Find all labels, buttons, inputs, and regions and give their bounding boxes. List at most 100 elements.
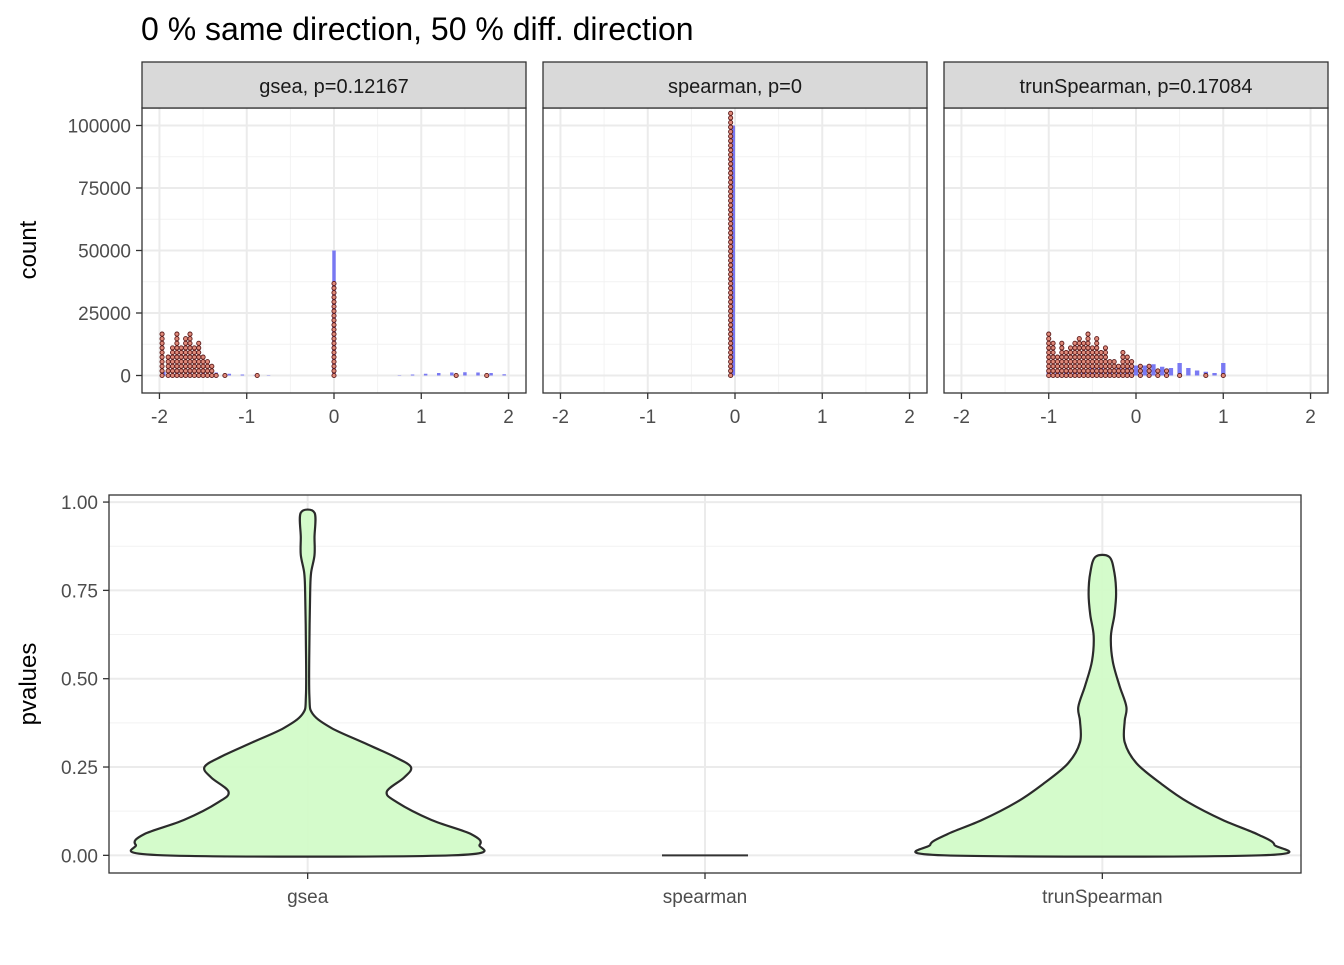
dot <box>1051 355 1055 359</box>
dot <box>729 212 733 216</box>
dot <box>729 355 733 359</box>
dot <box>1073 364 1077 368</box>
dot-column <box>1147 364 1151 377</box>
dot <box>729 199 733 203</box>
x-tick-label: -2 <box>953 407 970 428</box>
dot <box>160 364 164 368</box>
dot <box>184 369 188 373</box>
dot <box>1047 369 1051 373</box>
dot <box>1086 346 1090 350</box>
histogram-bar <box>1212 373 1216 376</box>
dot <box>729 185 733 189</box>
dot-column <box>223 373 227 377</box>
dot <box>188 360 192 364</box>
dot <box>1077 346 1081 350</box>
dot <box>729 263 733 267</box>
dot <box>179 350 183 354</box>
dot <box>201 355 205 359</box>
dot <box>729 235 733 239</box>
y-tick-label: 0.25 <box>61 758 98 779</box>
hist-y-axis-title: count <box>15 220 42 279</box>
dot <box>170 350 174 354</box>
dot <box>1090 360 1094 364</box>
dot <box>1121 369 1125 373</box>
dot <box>1099 369 1103 373</box>
dot <box>729 332 733 336</box>
dot <box>1047 332 1051 336</box>
dot <box>1077 373 1081 377</box>
y-tick-label: 0 <box>120 367 131 388</box>
dot <box>197 360 201 364</box>
dot <box>1108 373 1112 377</box>
dot <box>192 360 196 364</box>
dot <box>1095 350 1099 354</box>
dot <box>184 337 188 341</box>
dot <box>160 369 164 373</box>
dot <box>1060 346 1064 350</box>
dot <box>1082 346 1086 350</box>
dot <box>1073 346 1077 350</box>
dot <box>332 281 336 285</box>
dot <box>1164 369 1168 373</box>
dot <box>729 318 733 322</box>
dot <box>1108 364 1112 368</box>
x-tick-label: 2 <box>503 407 514 428</box>
dot <box>729 249 733 253</box>
dot <box>1178 373 1182 377</box>
dot <box>332 373 336 377</box>
dot <box>1125 369 1129 373</box>
histogram-bar <box>411 375 414 376</box>
dot <box>332 364 336 368</box>
dot <box>166 369 170 373</box>
dot <box>197 355 201 359</box>
dot <box>1130 373 1134 377</box>
dot <box>332 350 336 354</box>
y-tick-label: 0.75 <box>61 581 98 602</box>
dot <box>1090 355 1094 359</box>
dot <box>175 337 179 341</box>
dot <box>1103 355 1107 359</box>
dot <box>1099 355 1103 359</box>
dot <box>1068 369 1072 373</box>
dot <box>729 245 733 249</box>
dot <box>205 373 209 377</box>
dot-column <box>1221 373 1225 377</box>
dot <box>729 327 733 331</box>
dot <box>1047 350 1051 354</box>
x-tick-label: -2 <box>151 407 168 428</box>
dot <box>1073 341 1077 345</box>
dot-column <box>1138 364 1142 377</box>
dot <box>1138 369 1142 373</box>
dot <box>729 337 733 341</box>
y-tick-label: 25000 <box>78 304 131 325</box>
dot <box>729 323 733 327</box>
histogram-bar <box>476 373 479 376</box>
dot <box>1103 364 1107 368</box>
dot <box>188 337 192 341</box>
dot <box>1073 350 1077 354</box>
dot <box>179 373 183 377</box>
dot <box>1108 369 1112 373</box>
dot <box>197 373 201 377</box>
dot <box>192 346 196 350</box>
dot <box>160 346 164 350</box>
dot-column <box>184 337 188 378</box>
dot <box>729 364 733 368</box>
dot <box>332 300 336 304</box>
dot <box>1077 360 1081 364</box>
dot <box>729 272 733 276</box>
dot <box>179 346 183 350</box>
dot <box>1121 360 1125 364</box>
dot <box>729 369 733 373</box>
dot <box>188 364 192 368</box>
dot <box>729 314 733 318</box>
dot <box>1086 332 1090 336</box>
dot <box>1095 360 1099 364</box>
dot <box>729 153 733 157</box>
dot <box>175 350 179 354</box>
dot <box>1103 350 1107 354</box>
dot <box>729 300 733 304</box>
